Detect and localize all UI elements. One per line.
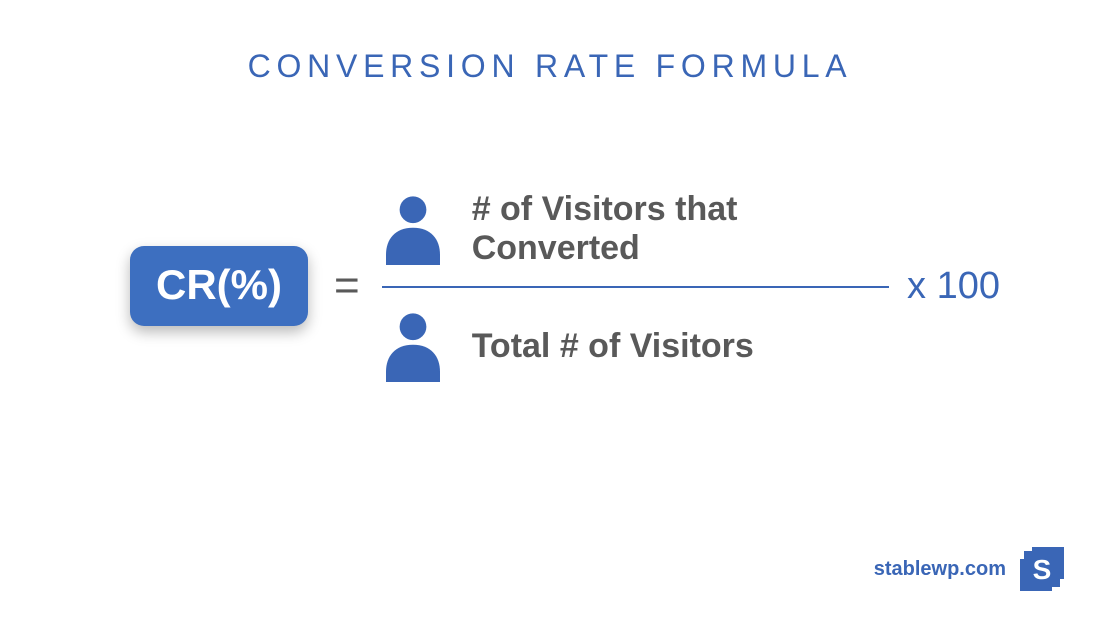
numerator-text: # of Visitors thatConverted — [472, 190, 738, 268]
logo-letter: S — [1033, 556, 1052, 584]
equals-sign: = — [334, 261, 360, 311]
footer: stablewp.com S — [874, 547, 1064, 591]
logo-corner-icon — [1052, 579, 1064, 591]
person-icon — [382, 310, 444, 382]
page-title: CONVERSION RATE FORMULA — [0, 48, 1100, 85]
multiplier: x 100 — [907, 265, 1000, 308]
logo-corner-icon — [1020, 547, 1032, 559]
denominator-text: Total # of Visitors — [472, 327, 754, 366]
numerator-row: # of Visitors thatConverted — [382, 190, 889, 286]
fraction: # of Visitors thatConverted Total # of V… — [382, 190, 889, 382]
cr-badge: CR(%) — [130, 246, 308, 326]
logo: S — [1020, 547, 1064, 591]
denominator-row: Total # of Visitors — [382, 288, 889, 382]
person-icon — [382, 193, 444, 265]
site-url: stablewp.com — [874, 558, 1006, 581]
formula-container: CR(%) = # of Visitors thatConverted Tota… — [130, 190, 1000, 382]
